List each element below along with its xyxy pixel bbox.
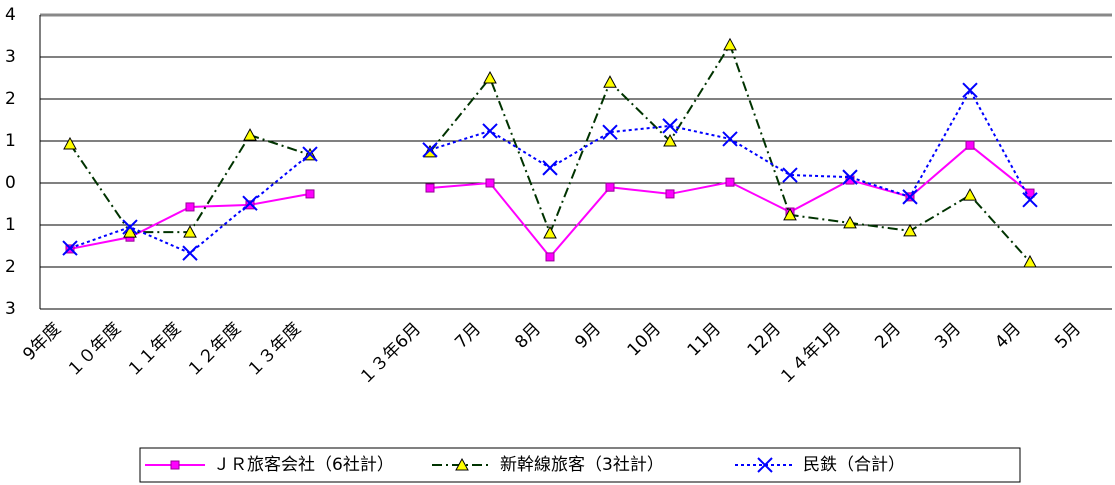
marker [605,182,615,192]
legend-label: ＪＲ旅客会社（6社計） [213,455,394,475]
marker [963,188,977,201]
marker [63,136,77,150]
x-tick-label: 10月 [624,319,665,360]
x-tick-label: 4月 [991,319,1025,353]
x-tick-label: 11月 [684,319,725,360]
marker [185,202,195,212]
marker [665,189,675,199]
legend-marker [170,460,180,470]
marker [245,200,255,210]
x-tick-label: 9月 [571,319,605,353]
x-tick-label: １２年度 [183,319,245,381]
marker [542,160,558,176]
marker [662,118,678,134]
y-tick-label: 1 [5,131,16,151]
marker [842,169,858,185]
marker [545,252,555,262]
marker [722,131,738,147]
marker [122,219,138,235]
x-tick-label: 8月 [511,319,545,353]
y-tick-label: 3 [5,299,16,319]
x-tick-label: １３年度 [243,319,305,381]
marker [1022,192,1038,208]
marker [723,37,737,51]
marker [903,223,917,237]
marker [962,82,978,98]
marker [483,70,497,84]
marker [902,189,918,205]
x-tick-label: １４年1月 [775,319,845,389]
y-tick-label: 2 [5,257,16,277]
x-tick-label: 2月 [871,319,905,353]
marker [123,225,137,238]
marker [783,207,797,221]
legend-marker [455,457,469,471]
legend-marker [757,457,773,473]
marker [243,128,257,141]
x-tick-label: １３年6月 [355,319,425,389]
marker [782,167,798,183]
marker [182,245,198,261]
y-tick-label: 3 [5,47,16,67]
marker [305,189,315,199]
marker [62,240,78,256]
legend-label: 民鉄（合計） [803,455,905,475]
marker [482,123,498,139]
legend-box [139,447,1021,483]
x-tick-label: １０年度 [63,319,125,381]
y-tick-label: 0 [5,173,16,193]
marker [965,140,975,150]
y-tick-label: 4 [5,5,16,25]
marker [242,195,258,211]
x-tick-label: １１年度 [123,319,185,381]
x-tick-label: 3月 [931,319,965,353]
marker [843,215,857,229]
marker [663,133,677,147]
marker [485,178,495,188]
marker [725,177,735,187]
marker [183,225,197,238]
x-tick-label: 12月 [744,319,785,360]
marker [1023,254,1037,268]
marker [302,146,318,162]
marker [543,225,557,239]
marker [425,183,435,193]
x-tick-label: 5月 [1051,319,1085,353]
series-line [69,143,1031,259]
y-tick-label: 1 [5,215,16,235]
legend-label: 新幹線旅客（3社計） [500,454,664,475]
x-tick-label: 9年度 [19,319,65,365]
marker [603,75,617,88]
x-tick-label: 7月 [451,319,485,353]
y-tick-label: 2 [5,89,16,109]
marker [602,124,618,140]
marker [422,142,438,158]
